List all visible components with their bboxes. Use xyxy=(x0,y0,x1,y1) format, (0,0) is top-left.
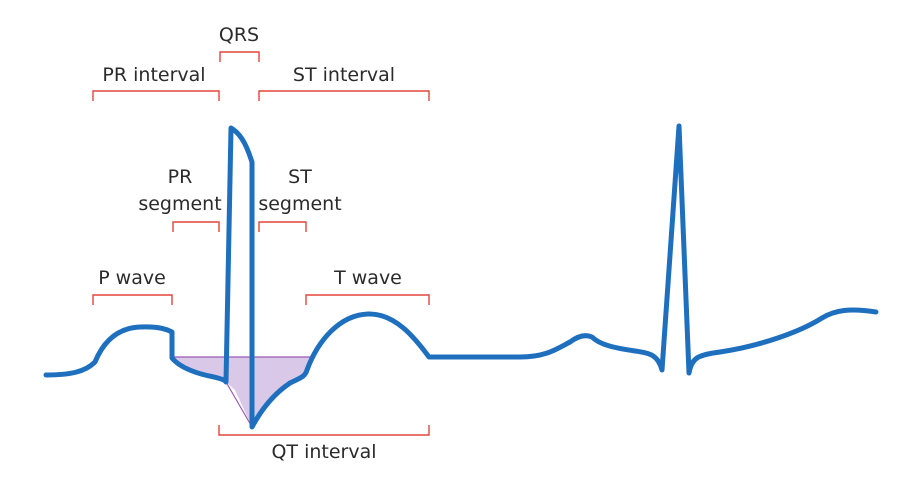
st-segment-bracket xyxy=(258,221,307,232)
pr-interval-label: PR interval xyxy=(102,64,205,86)
pr-interval-bracket xyxy=(92,90,220,101)
pr-segment-label-line1: PR xyxy=(168,166,193,188)
qt-interval-bracket xyxy=(218,425,430,436)
pr-segment-label-line2: segment xyxy=(138,193,221,215)
pr-segment-bracket xyxy=(172,221,220,232)
st-segment-label-line1: ST xyxy=(288,166,312,188)
ecg-trace-beat-1 xyxy=(43,125,573,430)
st-depression-shading xyxy=(173,357,312,427)
qt-interval-label: QT interval xyxy=(271,441,376,463)
qrs-label: QRS xyxy=(219,24,259,46)
ecg-trace-beat-2 xyxy=(567,123,879,376)
t-wave-label: T wave xyxy=(333,267,402,289)
p-wave-label: P wave xyxy=(98,267,166,289)
st-interval-bracket xyxy=(258,90,430,101)
p-wave-bracket xyxy=(92,294,173,305)
t-wave-bracket xyxy=(305,294,430,305)
st-segment-label-line2: segment xyxy=(258,193,341,215)
shading-diagonal xyxy=(225,381,253,428)
qrs-bracket xyxy=(219,51,260,62)
st-interval-label: ST interval xyxy=(293,64,395,86)
